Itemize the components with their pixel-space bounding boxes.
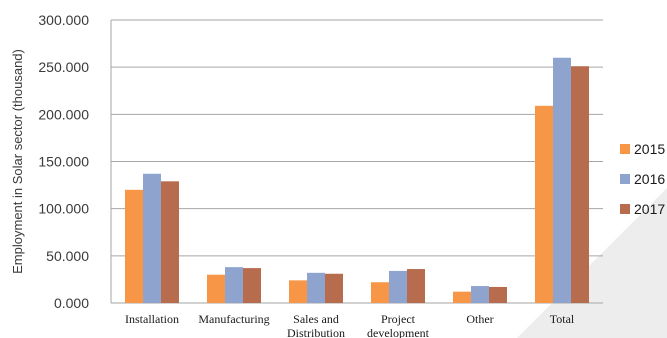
legend-swatch-2017 <box>620 204 630 214</box>
bar-2017-0 <box>161 181 179 303</box>
bar-2015-2 <box>289 280 307 303</box>
legend-label-2015: 2015 <box>634 141 665 157</box>
legend-swatch-2015 <box>620 144 630 154</box>
legend: 2015 2016 2017 <box>620 141 665 217</box>
legend-label-2016: 2016 <box>634 171 665 187</box>
bar-2016-3 <box>389 270 407 303</box>
bar-2017-1 <box>243 268 261 303</box>
bar-2016-5 <box>553 57 571 303</box>
bar-2016-4 <box>471 286 489 303</box>
y-tick-label: 300.000 <box>38 12 89 28</box>
x-tick-label: Project development <box>367 312 430 338</box>
x-tick-label: Total <box>550 312 575 326</box>
bars <box>125 57 589 304</box>
bar-2017-5 <box>571 66 589 304</box>
bar-2015-4 <box>453 291 471 303</box>
bar-2015-5 <box>535 105 553 304</box>
y-tick-label: 50.000 <box>46 248 89 264</box>
legend-label-2017: 2017 <box>634 201 665 217</box>
x-axis-ticks: Installation Manufacturing Sales and Distri… <box>125 312 575 338</box>
x-tick-label: Installation <box>125 312 179 326</box>
y-tick-label: 150.000 <box>38 154 89 170</box>
bar-2016-2 <box>307 272 325 303</box>
x-tick-label: Sales and Distribution <box>287 312 345 338</box>
y-tick-label: 200.000 <box>38 106 89 122</box>
x-tick-label: Manufacturing <box>198 312 269 326</box>
y-axis-ticks: 0.000 50.000 100.000 150.000 200.000 250.000 3… <box>38 12 89 311</box>
bar-2017-4 <box>489 286 507 303</box>
bar-2015-3 <box>371 282 389 303</box>
x-tick-label: Other <box>466 312 493 326</box>
y-tick-label: 250.000 <box>38 59 89 75</box>
gridlines <box>110 19 603 304</box>
y-axis-title: Employment in Solar sector (thousand) <box>10 49 25 274</box>
bar-2017-3 <box>407 269 425 303</box>
bar-2017-2 <box>325 273 343 303</box>
legend-swatch-2016 <box>620 174 630 184</box>
bar-2015-1 <box>207 274 225 303</box>
bar-2015-0 <box>125 189 143 303</box>
bar-2016-0 <box>143 173 161 303</box>
y-tick-label: 100.000 <box>38 201 89 217</box>
bar-2016-1 <box>225 267 243 303</box>
y-tick-label: 0.000 <box>54 295 89 311</box>
